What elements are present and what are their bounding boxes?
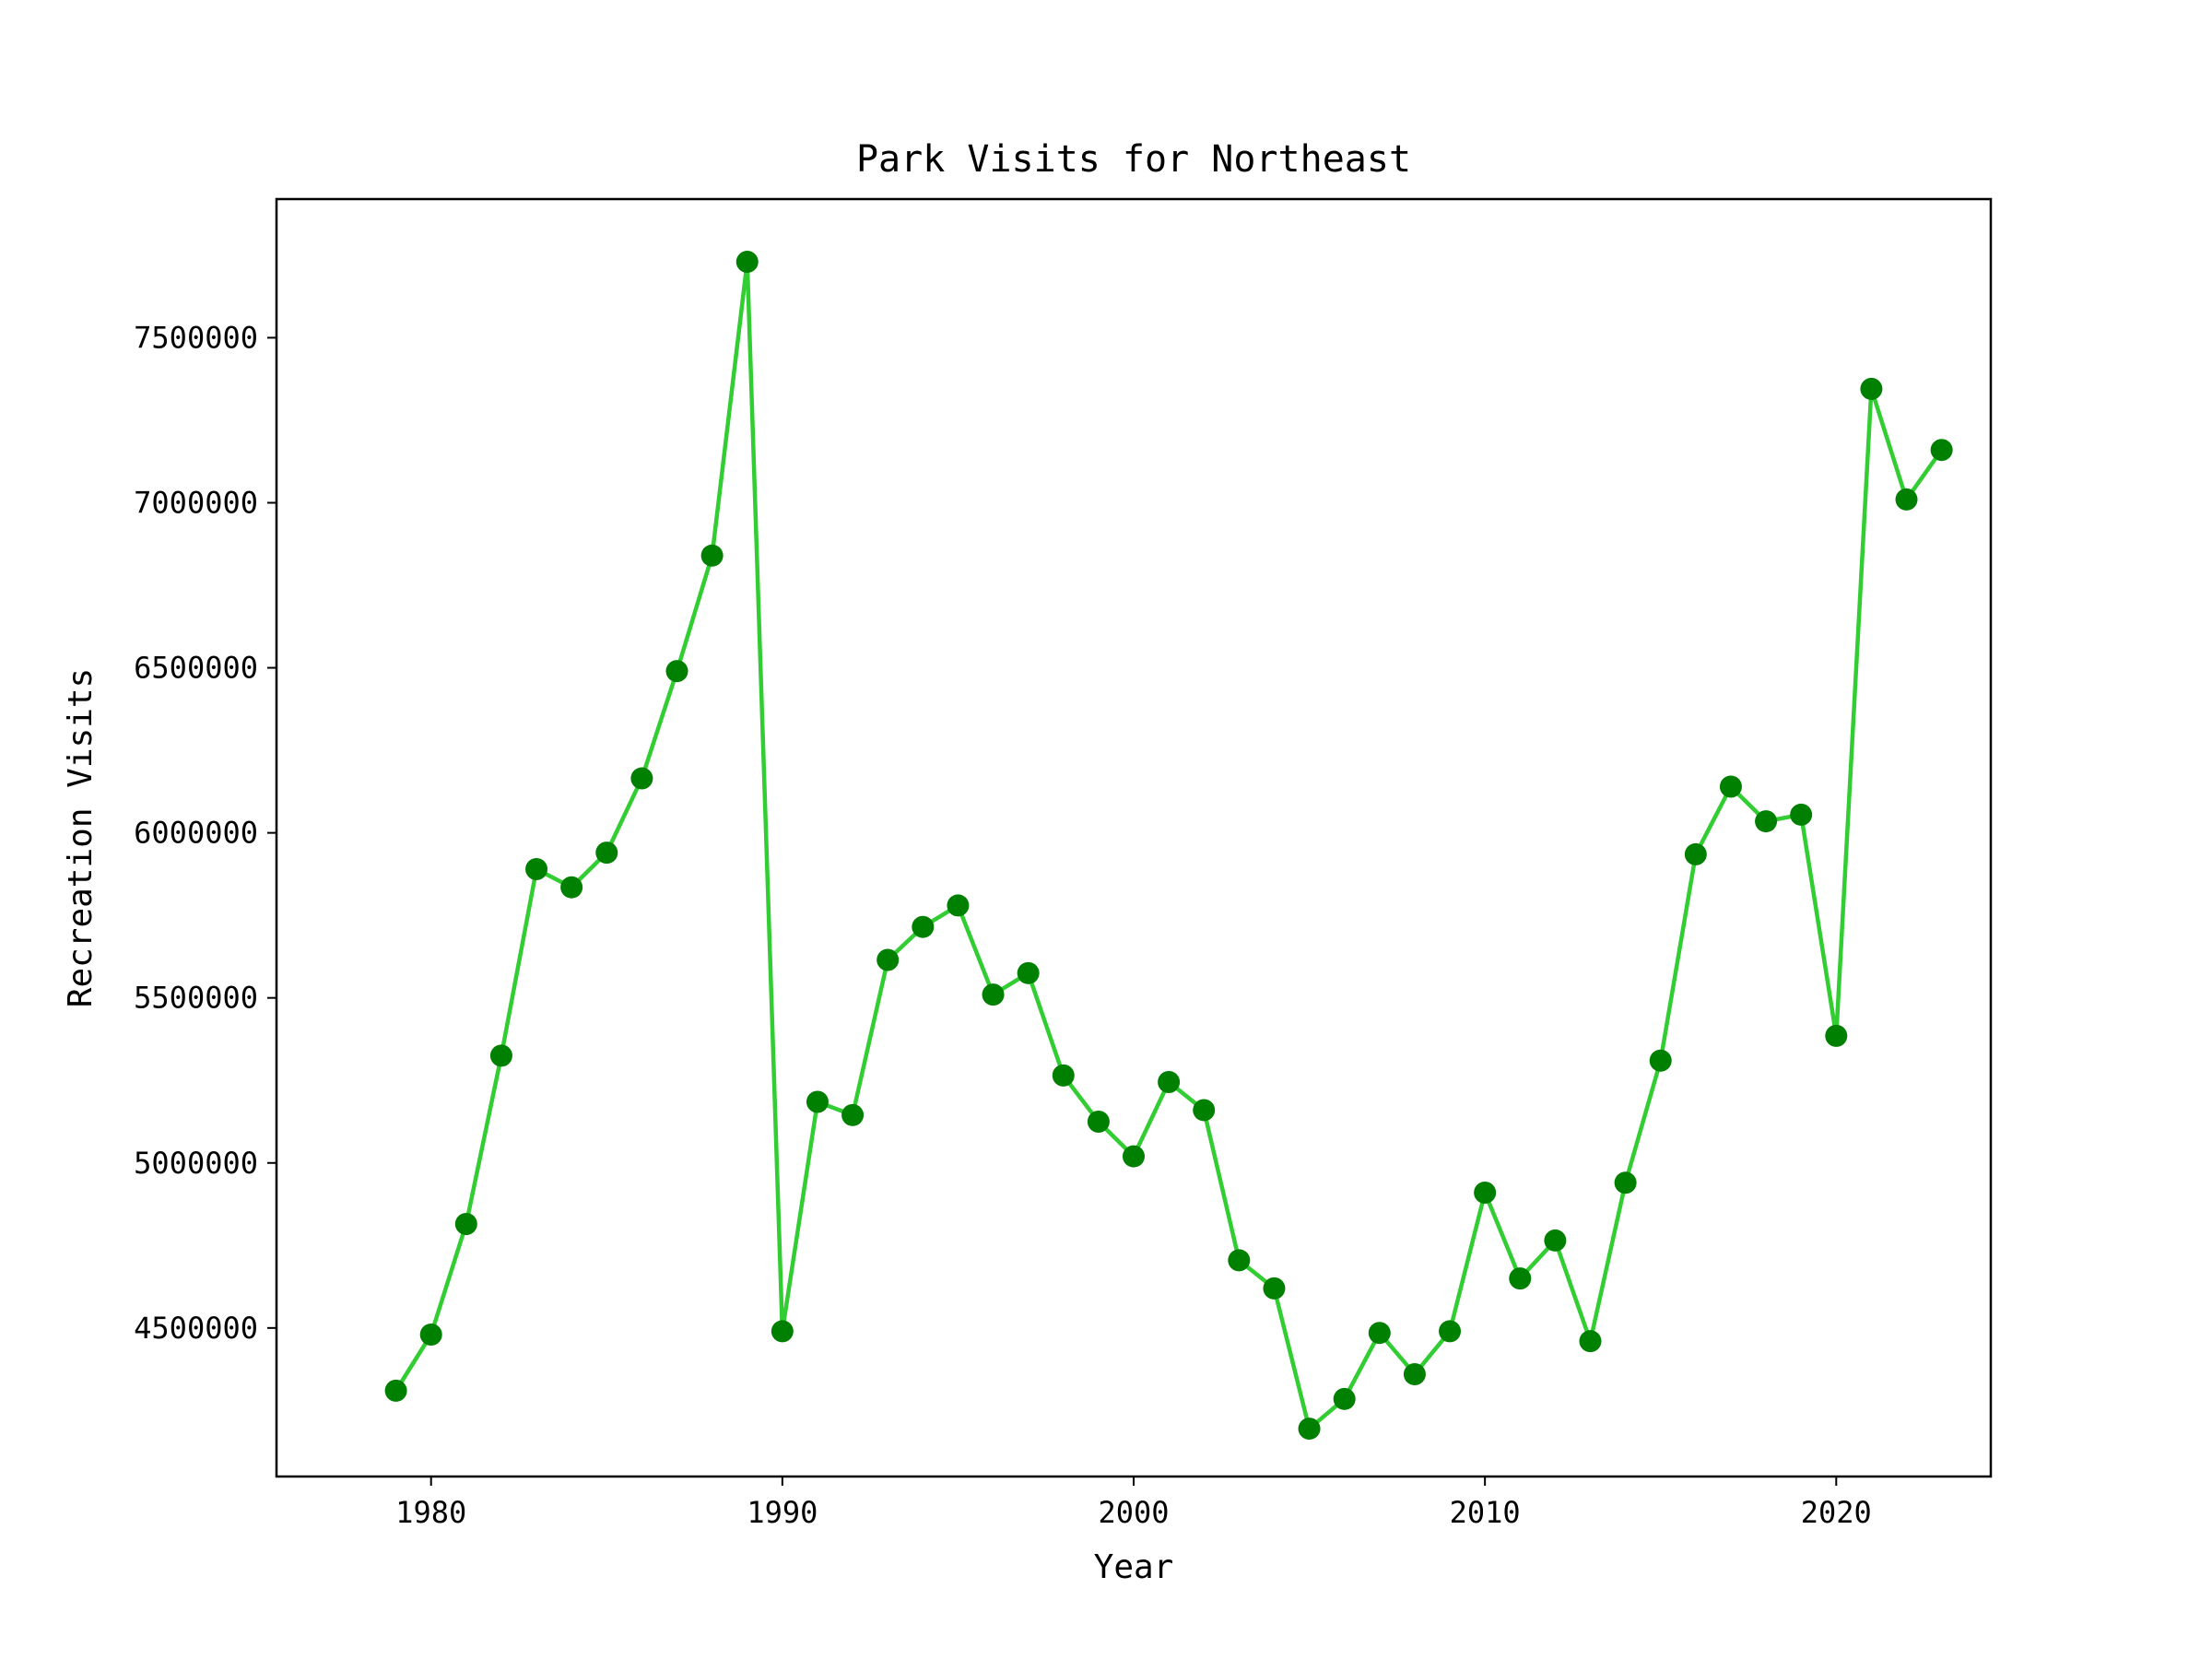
plot-area <box>276 199 1991 1477</box>
data-point <box>1123 1145 1145 1168</box>
data-point <box>454 1213 477 1236</box>
data-point <box>1368 1322 1391 1345</box>
data-point <box>735 251 759 274</box>
data-point <box>1930 439 1953 462</box>
data-point <box>1544 1229 1567 1252</box>
data-point <box>489 1044 512 1067</box>
data-point <box>1860 377 1883 400</box>
data-point <box>1228 1249 1251 1272</box>
x-axis-label: Year <box>1094 1548 1174 1586</box>
data-point <box>525 858 548 881</box>
data-point <box>1825 1024 1848 1047</box>
y-tick-label: 4500000 <box>134 1311 258 1346</box>
data-point <box>1087 1111 1110 1133</box>
x-tick-label: 2020 <box>1801 1495 1872 1530</box>
x-tick-label: 1980 <box>395 1495 466 1530</box>
data-point <box>1298 1418 1321 1441</box>
data-point <box>1614 1171 1637 1194</box>
data-point <box>1719 775 1742 798</box>
data-point <box>1509 1267 1532 1290</box>
data-point <box>771 1320 794 1343</box>
data-point <box>982 983 1005 1006</box>
y-tick-label: 5000000 <box>134 1146 258 1181</box>
data-point <box>1579 1330 1602 1353</box>
y-axis-ticks: 4500000 5000000 5500000 6000000 6500000 70000… <box>134 320 276 1346</box>
data-point <box>1333 1387 1356 1410</box>
data-point <box>1193 1099 1216 1122</box>
data-point <box>912 915 935 938</box>
y-tick-label: 7000000 <box>134 485 258 520</box>
chart-title: Park Visits for Northeast <box>856 138 1411 181</box>
data-point <box>1052 1064 1075 1087</box>
y-tick-label: 5500000 <box>134 981 258 1016</box>
data-point <box>806 1090 829 1113</box>
data-point <box>419 1324 442 1346</box>
data-point <box>700 544 724 567</box>
y-tick-label: 6000000 <box>134 816 258 851</box>
data-point <box>1439 1320 1462 1343</box>
data-point <box>947 894 970 917</box>
data-point <box>665 660 688 683</box>
x-axis-ticks: 1980 1990 2000 2010 2020 <box>395 1477 1872 1530</box>
data-point <box>560 876 583 899</box>
data-point <box>1790 803 1813 826</box>
data-point <box>1263 1277 1286 1300</box>
y-tick-label: 7500000 <box>134 320 258 355</box>
x-tick-label: 2000 <box>1098 1495 1169 1530</box>
data-point <box>384 1379 407 1402</box>
data-point <box>841 1103 865 1126</box>
data-point <box>1895 488 1918 511</box>
data-point <box>1684 842 1707 865</box>
x-tick-label: 2010 <box>1450 1495 1521 1530</box>
data-point <box>1474 1182 1497 1204</box>
series-layer <box>384 251 1953 1441</box>
y-axis-label: Recreation Visits <box>62 668 100 1007</box>
data-point <box>1017 961 1040 984</box>
x-tick-label: 1990 <box>747 1495 818 1530</box>
data-point <box>877 948 900 971</box>
data-point <box>1158 1071 1181 1094</box>
data-point <box>1755 810 1778 833</box>
data-point <box>1649 1049 1672 1072</box>
data-point <box>630 767 653 790</box>
data-point <box>1403 1362 1426 1385</box>
data-point <box>595 841 618 865</box>
y-tick-label: 6500000 <box>134 651 258 686</box>
